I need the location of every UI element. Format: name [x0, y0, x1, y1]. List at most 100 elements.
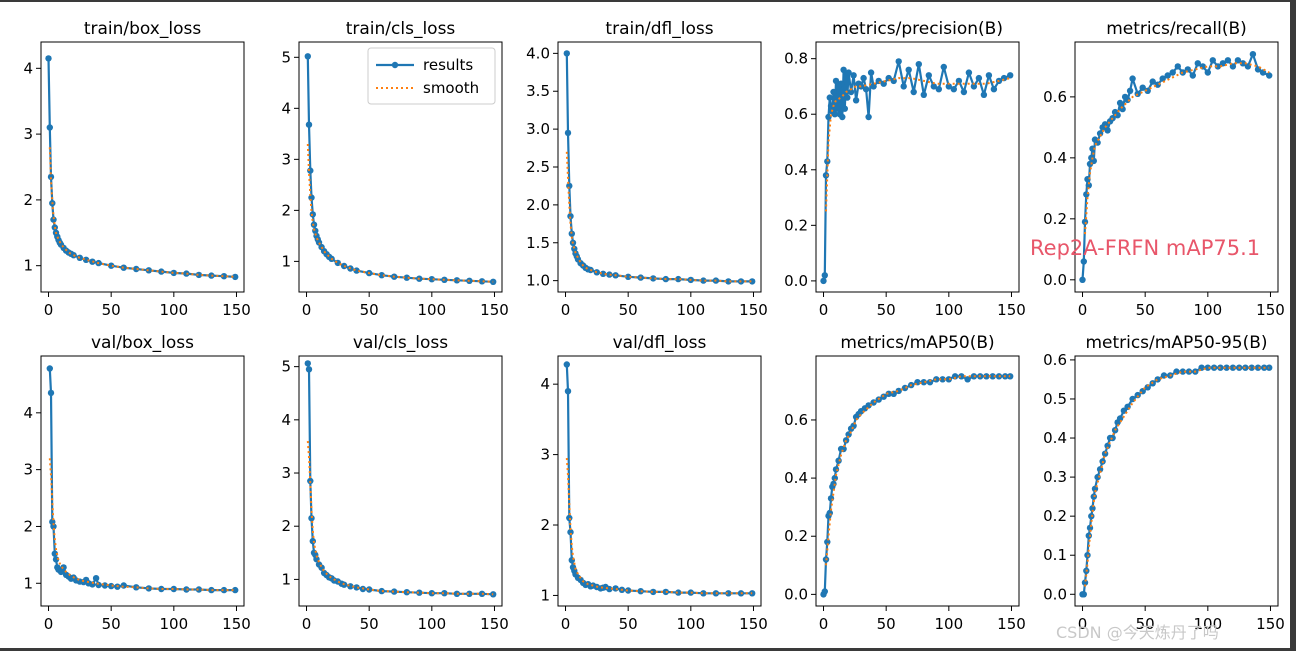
subplot-train-box-loss: train/box_loss 0 50 100 150 1 2 3 4 — [23, 19, 250, 319]
results-data-point — [844, 94, 851, 101]
y-tick-label: 0.2 — [784, 216, 808, 234]
results-data-point — [82, 256, 90, 263]
axes-frame — [815, 41, 1020, 293]
smooth-series-line — [825, 375, 1011, 566]
results-data-point — [985, 72, 993, 79]
results-data-point — [133, 584, 140, 591]
results-data-point — [1134, 90, 1141, 98]
results-data-point — [566, 514, 573, 522]
results-data-point — [232, 586, 239, 594]
x-tick-label: 150 — [222, 615, 251, 633]
results-data-point — [1194, 60, 1202, 67]
results-data-point — [867, 69, 875, 76]
results-data-point — [353, 584, 360, 591]
results-data-point — [841, 105, 848, 112]
results-data-point — [625, 587, 632, 594]
y-tick-label: 4 — [23, 59, 33, 77]
y-tick-label: 2 — [23, 191, 33, 209]
results-data-point — [1234, 57, 1242, 64]
results-data-point — [304, 53, 311, 60]
y-tick-label: 3 — [281, 464, 291, 482]
results-data-point — [865, 402, 872, 409]
results-data-point — [563, 361, 570, 368]
results-data-point — [568, 230, 575, 237]
results-data-point — [905, 66, 912, 74]
results-data-point — [170, 269, 177, 277]
results-data-point — [1116, 415, 1124, 422]
results-data-point — [725, 278, 732, 285]
y-tick-label: 0.4 — [1043, 149, 1067, 167]
results-data-point — [1214, 63, 1222, 70]
results-data-point — [108, 262, 115, 269]
subplot-metrics-map50-95-b: metrics/mAP50-95(B) 0 50 100 150 0.0 0.1 0.2 0.3… — [1043, 333, 1285, 633]
results-data-point — [930, 83, 937, 90]
results-data-point — [960, 88, 968, 96]
results-data-point — [120, 582, 127, 589]
results-data-point — [145, 267, 152, 274]
axes-frame — [298, 41, 503, 293]
results-data-point — [1174, 63, 1182, 70]
results-data-point — [1116, 99, 1124, 107]
results-data-point — [60, 564, 67, 571]
results-data-point — [1080, 591, 1088, 598]
results-data-point — [391, 588, 398, 595]
x-tick-label: 50 — [102, 301, 121, 319]
results-data-point — [1114, 112, 1121, 119]
results-data-point — [945, 376, 952, 383]
results-data-point — [860, 74, 867, 82]
results-data-point — [964, 376, 971, 383]
results-data-point — [304, 360, 311, 367]
results-data-point — [47, 173, 55, 181]
results-data-point — [1081, 218, 1089, 226]
results-data-point — [1104, 127, 1111, 134]
axes-frame — [557, 41, 762, 293]
x-tick-label: 100 — [160, 301, 189, 319]
x-tick-label: 50 — [877, 301, 896, 319]
results-data-point — [52, 556, 60, 563]
results-data-point — [1239, 60, 1247, 67]
subplot-title: metrics/precision(B) — [832, 19, 1003, 39]
y-tick-label: 2 — [281, 517, 291, 535]
results-data-point — [50, 523, 57, 530]
results-data-point — [453, 277, 461, 284]
results-data-point — [366, 586, 373, 593]
results-data-point — [847, 88, 855, 96]
results-data-point — [428, 276, 435, 283]
y-tick-label: 0.2 — [1043, 507, 1067, 525]
y-tick-label: 0.0 — [1043, 585, 1067, 603]
x-tick-label: 150 — [1256, 615, 1285, 633]
x-tick-label: 100 — [1194, 615, 1223, 633]
results-data-point — [1185, 368, 1193, 375]
results-data-point — [935, 86, 942, 93]
results-data-point — [940, 63, 947, 71]
x-tick-label: 50 — [619, 301, 638, 319]
results-data-point — [170, 585, 177, 593]
results-data-point — [885, 390, 892, 397]
results-data-point — [983, 373, 990, 380]
y-tick-label: 0.3 — [1043, 468, 1067, 486]
y-tick-label: 0.4 — [784, 161, 808, 179]
x-tick-label: 0 — [44, 301, 54, 319]
subplot-title: train/box_loss — [84, 19, 202, 39]
results-data-point — [1169, 69, 1176, 76]
results-data-point — [46, 365, 53, 372]
results-data-point — [926, 379, 934, 386]
results-data-point — [145, 585, 152, 592]
y-tick-label: 1.5 — [526, 234, 550, 252]
results-data-point — [870, 83, 877, 90]
results-data-point — [1094, 473, 1101, 481]
x-tick-label: 0 — [302, 301, 312, 319]
x-tick-label: 150 — [997, 615, 1026, 633]
window-border-top — [0, 0, 1296, 2]
results-data-point — [822, 172, 830, 179]
subplot-metrics-precision-b: metrics/precision(B) 0 50 100 150 0.0 0.2 0.4 0.… — [784, 19, 1026, 319]
results-data-point — [1109, 434, 1116, 442]
subplot-title: metrics/recall(B) — [1106, 19, 1247, 39]
results-data-point — [1266, 72, 1273, 79]
y-tick-label: 0.0 — [1043, 271, 1067, 289]
results-data-point — [1080, 258, 1088, 265]
axes-frame — [1074, 41, 1279, 293]
results-data-point — [826, 94, 833, 101]
results-data-point — [965, 69, 973, 76]
